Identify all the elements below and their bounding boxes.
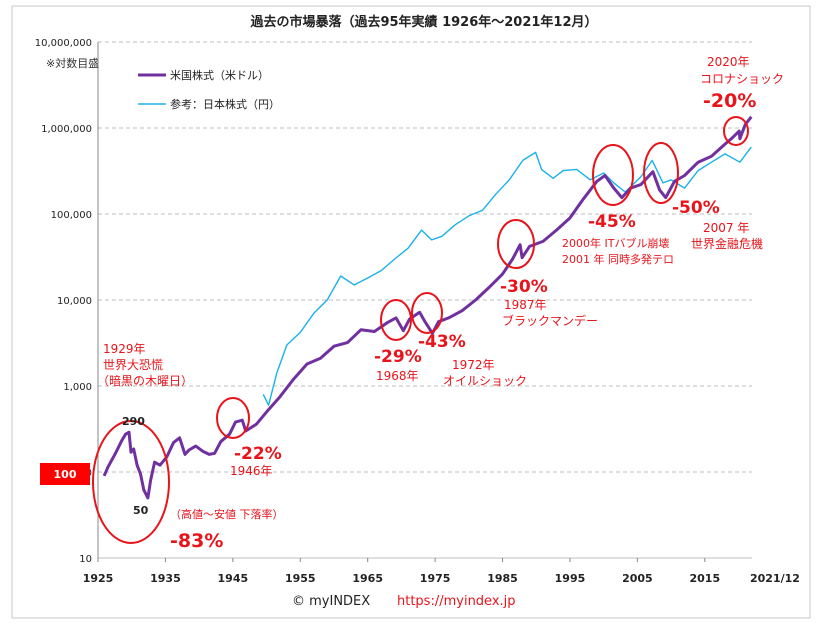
x-tick-label: 1935: [150, 572, 181, 585]
crash-circle-2020: [723, 116, 749, 146]
annotation-2000-line2: 2001 年 同時多発テロ: [562, 252, 674, 266]
base-100-marker: [40, 463, 90, 485]
annotation-1987-pct: -30%: [500, 277, 548, 297]
y-tick-label: 1,000,000: [41, 124, 92, 135]
annotation-2007-pct: -50%: [672, 198, 720, 218]
y-tick-label: 10,000,000: [35, 38, 92, 49]
legend: 米国株式（米ドル） 参考：日本株式（円）: [138, 68, 280, 111]
x-tick-label: 1955: [285, 572, 316, 585]
annotation-1972-pct: -43%: [418, 332, 466, 352]
series-layer: [102, 115, 753, 500]
grid: [97, 41, 752, 559]
crash-circle-2000: [592, 144, 634, 206]
y-tick-label: 10: [79, 554, 92, 565]
annotation-2020-line2: コロナショック: [700, 72, 784, 86]
crash-circle-1968: [380, 299, 412, 341]
x-axis-tick-labels: 1925 1935 1945 1955 1965 1975 1985 1995 2005 2015: [83, 558, 720, 585]
legend-jp-label: 参考：日本株式（円）: [170, 97, 280, 111]
x-tick-label: 1985: [487, 572, 518, 585]
log-scale-note: ※対数目盛: [46, 56, 99, 70]
crash-circle-1972: [411, 292, 443, 334]
series-line-japan-stocks: [262, 146, 752, 406]
x-tick-label: 2005: [622, 572, 653, 585]
y-tick-label: 10,000: [57, 296, 92, 307]
y-tick-label: 100,000: [51, 210, 92, 221]
annotation-1987-line1: 1987年: [504, 298, 547, 312]
annotation-2020-line1: 2020年: [707, 55, 750, 69]
annotation-1929-sub: （高値〜安値 下落率）: [170, 507, 284, 521]
annotation-1968-line1: 1968年: [376, 369, 419, 383]
annotation-1987-line2: ブラックマンデー: [502, 313, 598, 328]
annotation-1946-pct: -22%: [234, 444, 282, 464]
footer-url[interactable]: https://myindex.jp: [397, 594, 516, 609]
legend-us-label: 米国株式（米ドル）: [170, 68, 269, 82]
crash-circle-1946: [216, 397, 250, 439]
x-tick-label: 1945: [218, 572, 249, 585]
annotation-2007-line2: 世界金融危機: [691, 236, 763, 251]
value-label-50: 50: [133, 504, 149, 517]
annotation-1968-pct: -29%: [374, 347, 422, 367]
crash-circle-2007: [643, 142, 679, 204]
annotation-1972-line1: 1972年: [452, 358, 495, 372]
series-line-us-stocks: [102, 115, 753, 500]
y-tick-label: 1,000: [63, 382, 92, 393]
crash-circles: [92, 116, 749, 544]
annotation-2000-pct: -45%: [588, 212, 636, 232]
footer-copyright: © myINDEX: [292, 594, 370, 609]
annotation-2020-pct: -20%: [703, 90, 756, 112]
annotation-1972-line2: オイルショック: [443, 374, 527, 388]
x-tick-label: 2015: [689, 572, 720, 585]
x-tick-label: 1995: [555, 572, 586, 585]
annotation-1929-pct: -83%: [170, 530, 223, 552]
chart-frame: [11, 5, 811, 619]
x-tick-label: 1925: [83, 572, 114, 585]
x-tick-label: 1965: [352, 572, 383, 585]
value-label-290: 290: [122, 415, 145, 428]
annotation-2000-line1: 2000年 ITバブル崩壊: [562, 236, 669, 250]
chart-title: 過去の市場暴落（過去95年実績 1926年〜2021年12月）: [249, 14, 597, 30]
crash-circle-1929: [92, 420, 170, 544]
x-tick-label: 1975: [420, 572, 451, 585]
annotation-1946-line1: 1946年: [230, 464, 273, 478]
annotation-1929-line1: 1929年: [103, 342, 146, 356]
x-axis-end-label: 2021/12: [750, 572, 800, 585]
base-100-label: 100: [54, 468, 77, 481]
annotation-1929-line2: 世界大恐慌: [103, 358, 163, 372]
crash-circle-1987: [497, 219, 535, 269]
annotation-2007-line1: 2007 年: [703, 221, 749, 235]
annotations: 1929年 世界大恐慌 （暗黒の木曜日） （高値〜安値 下落率） -83% -2…: [97, 55, 784, 552]
annotation-1929-line3: （暗黒の木曜日）: [97, 373, 193, 388]
